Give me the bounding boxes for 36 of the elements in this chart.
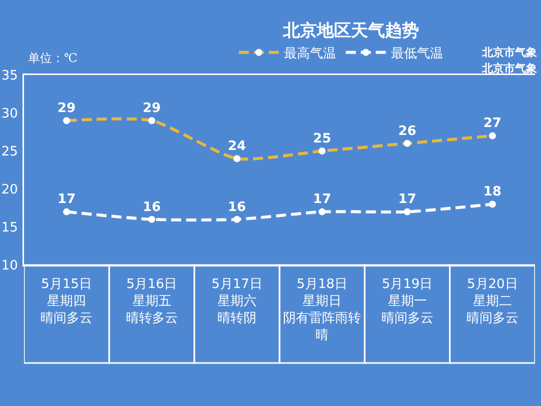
data-label: 18	[483, 184, 502, 200]
x-tick-label: 5月20日星期二晴间多云	[466, 277, 518, 326]
x-tick-label: 5月17日星期六晴转阴	[212, 277, 262, 326]
y-tick-label: 30	[1, 106, 18, 122]
chart-title: 北京地区天气趋势	[282, 20, 420, 41]
data-label: 25	[313, 131, 332, 146]
annotation: 北京市气象	[481, 62, 537, 75]
y-tick-label: 20	[1, 182, 18, 198]
legend-label: 最低气温	[390, 46, 443, 62]
data-label: 16	[228, 200, 246, 215]
data-label: 27	[483, 116, 502, 132]
x-tick-label: 5月15日星期四晴间多云	[40, 277, 93, 326]
point	[63, 208, 70, 216]
data-label: 17	[313, 192, 332, 208]
y-tick-label: 25	[1, 144, 18, 160]
x-tick-label: 5月18日星期日阴有雷阵雨转晴	[283, 277, 362, 343]
data-label: 29	[142, 100, 161, 116]
y-axis-title: 单位：℃	[28, 51, 78, 65]
y-tick-label: 10	[1, 258, 18, 274]
point	[233, 216, 240, 223]
y-tick-label: 35	[1, 68, 18, 84]
point	[488, 200, 496, 208]
data-label: 16	[142, 200, 161, 215]
point	[318, 208, 326, 216]
point	[404, 208, 411, 216]
data-label: 17	[398, 192, 416, 208]
data-label: 17	[58, 192, 76, 208]
data-label: 26	[398, 124, 416, 139]
x-tick-label: 5月19日星期一晴间多云	[381, 277, 434, 326]
x-tick-label: 5月16日星期五晴转多云	[126, 277, 178, 326]
text: 北京市气象	[481, 46, 537, 59]
data-label: 24	[228, 138, 246, 154]
legend-label: 最高气温	[284, 45, 336, 62]
data-label: 29	[58, 100, 76, 116]
point	[148, 216, 156, 223]
y-tick-label: 15	[1, 220, 18, 236]
